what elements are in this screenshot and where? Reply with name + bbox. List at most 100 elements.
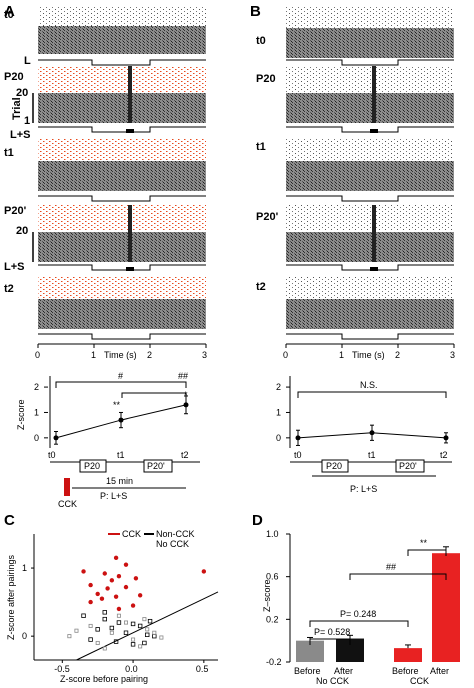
point-non-cck — [145, 632, 150, 637]
raster-p20-red — [38, 66, 206, 92]
panel-d-bar-chart: Z–score No CCK CCK -0.2 0.2 0.6 1.0 Before Af… — [262, 529, 460, 686]
point-cck — [81, 569, 86, 574]
panel-a-timeline: t0 t1 t2 P20 P20' 15 min P: L+S CCK — [48, 450, 200, 509]
data-point — [369, 430, 375, 436]
point-cck — [116, 606, 122, 612]
point-cck — [130, 603, 136, 608]
legend-no-cck: No CCK — [156, 539, 189, 549]
point-cck — [116, 574, 122, 579]
row-label: 20 — [16, 225, 28, 237]
row-label: t1 — [4, 147, 14, 159]
raster-t1-gray — [38, 161, 206, 191]
annotation: ## — [386, 562, 396, 572]
point-no-cck — [142, 617, 147, 622]
point-non-cck — [147, 618, 153, 624]
timeline-box: P20' — [147, 461, 165, 471]
panel-a-line-chart: Z-score # ## ** * 0 1 2 — [16, 371, 189, 448]
annotation: # — [118, 371, 123, 381]
panel-a-label: A — [4, 3, 15, 20]
x-tick-label: 0.5 — [196, 664, 209, 674]
time-axis-label: Time (s) — [104, 350, 137, 360]
point-cck — [133, 576, 139, 581]
sig-bracket-long — [55, 381, 187, 388]
panel-b-line-chart: N.S. 0 1 2 — [276, 376, 449, 448]
point-non-cck — [137, 623, 143, 629]
point-cck — [95, 591, 100, 597]
y-tick-label: 0 — [34, 433, 39, 443]
stim-trace — [38, 126, 206, 133]
stim-trace — [38, 195, 206, 202]
y-tick-label: 0 — [276, 433, 281, 443]
annotation: P= 0.528 — [314, 627, 350, 637]
raster-t0-gray — [38, 26, 206, 54]
point-non-cck — [130, 621, 136, 627]
raster-t1-red — [38, 138, 206, 160]
raster-p20-gray — [38, 93, 206, 123]
bar — [432, 553, 460, 662]
raster-p20p-gray — [38, 232, 206, 262]
point-non-cck — [142, 640, 147, 646]
x-axis-label: Z-score before pairing — [60, 674, 148, 684]
row-label: t0 — [256, 35, 266, 47]
y-tick-label: 1 — [276, 407, 281, 417]
panel-d-label: D — [252, 512, 263, 529]
x-tick-label: -0.5 — [54, 664, 70, 674]
point-non-cck — [102, 616, 107, 622]
y-tick-label: -0.2 — [266, 657, 282, 667]
row-label: t2 — [256, 281, 266, 293]
point-non-cck — [109, 625, 115, 631]
annotation: N.S. — [360, 380, 378, 390]
row-label: 20 — [16, 87, 28, 99]
raster-t2-red — [38, 276, 206, 298]
y-tick-label: 1.0 — [266, 529, 279, 539]
timeline-drug: CCK — [58, 499, 77, 509]
identity-line — [76, 591, 219, 661]
time-axis-label: Time (s) — [352, 350, 385, 360]
stim-trace — [38, 59, 206, 66]
point-non-cck — [152, 633, 157, 639]
point-no-cck — [67, 634, 72, 639]
sig-bracket-short — [121, 392, 187, 398]
point-non-cck — [81, 613, 86, 618]
row-label: L+S — [4, 261, 24, 273]
panel-b-raster: t0 P20 t1 P20' t2 0 1 2 3 Time (s) — [256, 6, 455, 360]
category-label: After — [334, 666, 353, 676]
point-cck — [102, 571, 107, 576]
point-no-cck — [145, 627, 150, 632]
y-axis-label: Z-score after pairings — [6, 554, 16, 640]
stim-mark — [128, 66, 132, 123]
point-non-cck — [123, 630, 129, 635]
point-non-cck — [130, 642, 136, 647]
timepoint-label: t0 — [48, 450, 56, 460]
timepoint-label: t1 — [368, 450, 376, 460]
data-point — [443, 435, 449, 441]
category-label: Before — [294, 666, 321, 676]
point-no-cck — [74, 628, 79, 633]
row-label: P20' — [256, 211, 279, 223]
time-tick: 3 — [450, 350, 455, 360]
point-cck — [105, 586, 110, 591]
timeline-duration: 15 min — [106, 476, 133, 486]
row-label: L+S — [10, 129, 30, 141]
timepoint-label: t1 — [117, 450, 125, 460]
shock-mark — [126, 129, 134, 133]
point-no-cck — [95, 640, 100, 645]
timepoint-label: t2 — [181, 450, 189, 460]
row-label: 1 — [24, 115, 30, 127]
point-cck — [113, 555, 119, 561]
legend-non-cck: Non-CCK — [156, 529, 195, 539]
point-no-cck — [131, 637, 136, 642]
time-tick: 1 — [339, 350, 344, 360]
sig-bracket — [349, 573, 447, 580]
y-tick-label: 2 — [276, 382, 281, 392]
timeline-box: P20 — [84, 461, 100, 471]
group-label: CCK — [410, 676, 429, 686]
point-cck — [123, 562, 129, 567]
y-tick-label: 1 — [22, 563, 27, 573]
point-no-cck — [138, 644, 143, 649]
bar — [394, 648, 422, 662]
y-axis-label: Z–score — [262, 579, 272, 612]
row-label: P20 — [256, 73, 276, 85]
time-tick: 2 — [147, 350, 152, 360]
time-tick: 2 — [395, 350, 400, 360]
